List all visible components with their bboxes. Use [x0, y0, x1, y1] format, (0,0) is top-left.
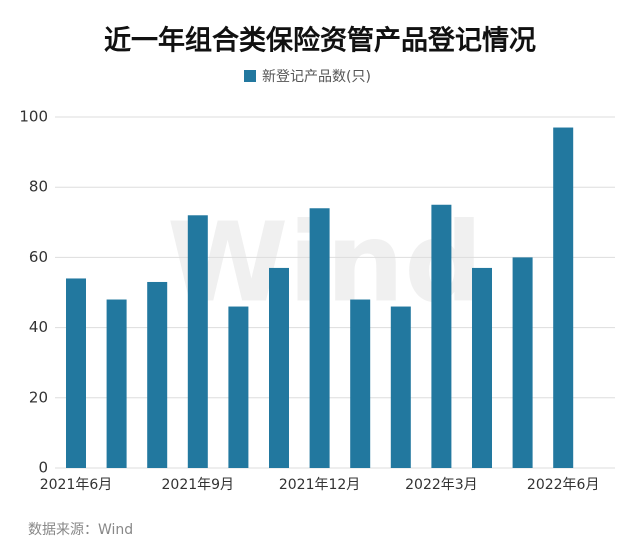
legend-label: 新登记产品数(只) — [262, 69, 371, 85]
bar — [553, 127, 574, 468]
x-tick-label: 2022年3月 — [405, 477, 478, 493]
x-tick-label: 2021年12月 — [279, 477, 360, 493]
bar — [390, 306, 411, 468]
x-tick-label: 2021年6月 — [40, 477, 113, 493]
y-tick-label: 60 — [29, 248, 48, 266]
bar — [431, 204, 452, 468]
x-tick-label: 2022年6月 — [527, 477, 600, 493]
y-tick-label: 20 — [29, 388, 48, 406]
bar — [228, 306, 249, 468]
bar — [512, 257, 533, 468]
source-note: 数据来源：Wind — [28, 522, 133, 538]
bar — [350, 299, 371, 468]
y-tick-label: 0 — [38, 459, 48, 477]
y-tick-label: 100 — [19, 108, 48, 126]
bar — [106, 299, 127, 468]
legend-swatch — [244, 70, 256, 82]
bar — [147, 281, 168, 468]
y-tick-label: 40 — [29, 318, 48, 336]
bar — [66, 278, 86, 468]
bar — [187, 215, 208, 468]
bar — [472, 267, 492, 468]
bar — [269, 267, 289, 468]
chart-title: 近一年组合类保险资管产品登记情况 — [104, 25, 536, 57]
bar — [309, 208, 330, 468]
y-tick-label: 80 — [29, 178, 48, 196]
x-tick-label: 2021年9月 — [162, 477, 235, 493]
